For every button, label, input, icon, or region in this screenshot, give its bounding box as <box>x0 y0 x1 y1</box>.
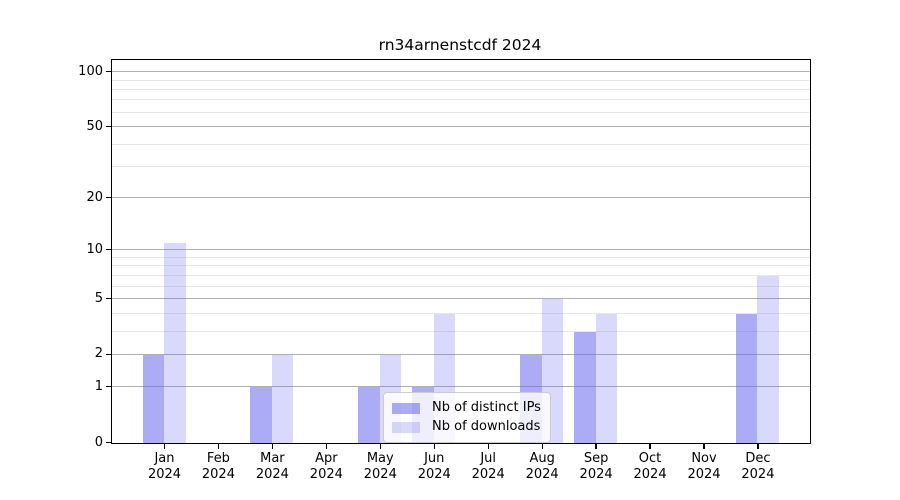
x-axis-label: Jun 2024 <box>417 451 451 482</box>
legend-item-downloads: Nb of downloads <box>392 418 541 436</box>
legend-label-downloads: Nb of downloads <box>432 419 541 434</box>
bar-distinct-ips <box>735 313 758 443</box>
bar-distinct-ips <box>574 331 596 443</box>
legend-swatch-downloads-icon <box>392 421 420 433</box>
x-axis-label: Sep 2024 <box>579 451 613 482</box>
x-axis-label: Apr 2024 <box>309 451 343 482</box>
y-axis-label: 2 <box>94 346 103 362</box>
y-axis-tick <box>106 70 111 73</box>
y-axis-tick <box>106 125 111 128</box>
y-axis-label: 50 <box>86 118 103 134</box>
x-axis-tick <box>541 444 543 449</box>
x-axis-tick <box>271 444 274 449</box>
legend: Nb of distinct IPs Nb of downloads <box>383 392 551 443</box>
y-axis-tick <box>106 297 111 300</box>
y-axis-label: 5 <box>94 290 103 306</box>
gridline-minor <box>111 274 810 276</box>
x-axis-label: Dec 2024 <box>741 451 775 482</box>
legend-label-distinct-ips: Nb of distinct IPs <box>432 400 541 415</box>
y-axis-tick <box>106 386 111 388</box>
gridline-minor <box>111 79 810 81</box>
gridline-major <box>111 353 810 355</box>
gridline-major <box>111 126 810 128</box>
x-axis-label: May 2024 <box>363 451 397 482</box>
gridline-minor <box>111 99 810 101</box>
legend-item-distinct-ips: Nb of distinct IPs <box>392 399 541 417</box>
bar-downloads <box>164 243 186 443</box>
x-axis-label: Jan 2024 <box>147 451 182 482</box>
y-axis-label: 20 <box>86 189 103 205</box>
gridline-minor <box>111 330 810 332</box>
gridline-minor <box>111 88 810 90</box>
gridline-minor <box>111 166 810 168</box>
y-axis-label: 0 <box>94 434 103 450</box>
x-axis-tick <box>487 444 489 449</box>
x-axis-label: Jul 2024 <box>471 451 505 482</box>
x-axis-tick <box>217 444 220 449</box>
y-axis-tick <box>106 441 111 444</box>
gridline-minor <box>111 312 810 314</box>
gridline-major <box>111 386 810 388</box>
x-axis-tick <box>433 444 435 449</box>
x-axis-label: Aug 2024 <box>525 451 559 482</box>
legend-swatch-distinct-ips-icon <box>392 402 420 414</box>
bar-downloads <box>757 275 779 443</box>
gridline-major <box>111 249 810 251</box>
x-axis-label: Mar 2024 <box>255 451 289 482</box>
gridline-minor <box>111 111 810 113</box>
gridline-minor <box>111 265 810 267</box>
gridline-major <box>111 197 810 199</box>
gridline-minor <box>111 143 810 145</box>
x-axis-label: Nov 2024 <box>687 451 721 482</box>
y-axis-tick <box>106 197 111 199</box>
x-axis-tick <box>649 444 651 449</box>
x-axis-tick <box>163 444 166 449</box>
x-axis-label: Feb 2024 <box>201 451 235 482</box>
gridline-major <box>111 298 810 299</box>
gridline-minor <box>111 285 810 287</box>
x-axis-tick <box>325 444 327 449</box>
bar-distinct-ips <box>142 354 164 443</box>
x-axis-tick <box>595 444 597 449</box>
plot-area <box>110 59 811 444</box>
bar-distinct-ips <box>250 387 272 443</box>
y-axis-label: 1 <box>94 378 103 394</box>
y-axis-tick <box>106 249 111 251</box>
x-axis-tick <box>703 444 705 449</box>
bar-downloads <box>271 354 294 443</box>
x-axis-label: Oct 2024 <box>633 451 667 482</box>
chart-title: rn34arnenstcdf 2024 <box>378 36 542 54</box>
y-axis-label: 100 <box>78 63 103 79</box>
x-axis-tick <box>757 444 759 449</box>
bar-downloads <box>595 313 618 443</box>
y-axis-tick <box>106 353 111 355</box>
y-axis-label: 10 <box>86 241 103 257</box>
x-axis-tick <box>379 444 381 449</box>
gridline-major <box>111 71 810 73</box>
gridline-minor <box>111 256 810 258</box>
bar-distinct-ips <box>358 387 380 443</box>
